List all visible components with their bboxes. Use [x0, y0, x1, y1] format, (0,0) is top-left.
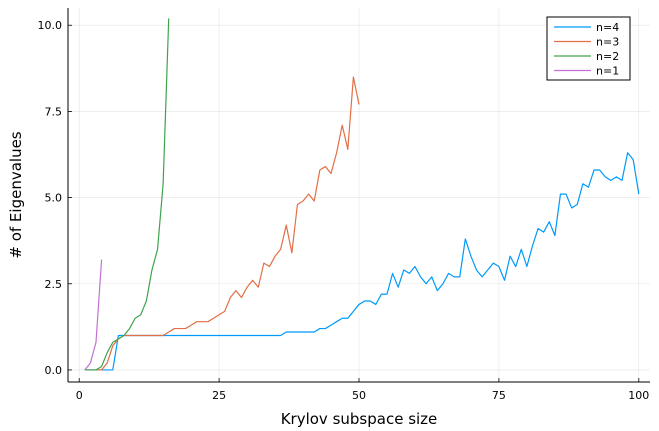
legend-label: n=2 [596, 50, 619, 63]
series-line-2 [84, 76, 360, 371]
legend-label: n=1 [596, 65, 619, 78]
series-line-3 [84, 18, 170, 371]
legend: n=4 n=3n=2 n=1 [546, 16, 631, 81]
y-tick-label: 2.5 [45, 278, 63, 291]
x-tick-label: 25 [212, 389, 226, 402]
series [84, 18, 640, 371]
y-tick-label: 10.0 [38, 19, 63, 32]
x-tick-label: 0 [76, 389, 83, 402]
x-axis-label: Krylov subspace size [281, 410, 438, 428]
series-line-4 [84, 259, 103, 371]
legend-label: n=4 [596, 21, 619, 34]
x-tick-label: 50 [352, 389, 366, 402]
y-ticks: 0.0 2.5 5.0 7.5 10.0 [38, 19, 72, 377]
x-tick-label: 100 [628, 389, 649, 402]
y-tick-label: 7.5 [45, 105, 63, 118]
x-ticks: 0 25 50 75 100 [76, 378, 649, 402]
y-axis-label: # of Eigenvalues [7, 131, 25, 258]
y-tick-label: 0.0 [45, 364, 63, 377]
legend-label: n=3 [596, 36, 619, 49]
x-tick-label: 75 [492, 389, 506, 402]
series-line-1 [84, 152, 640, 371]
y-tick-label: 5.0 [45, 192, 63, 205]
